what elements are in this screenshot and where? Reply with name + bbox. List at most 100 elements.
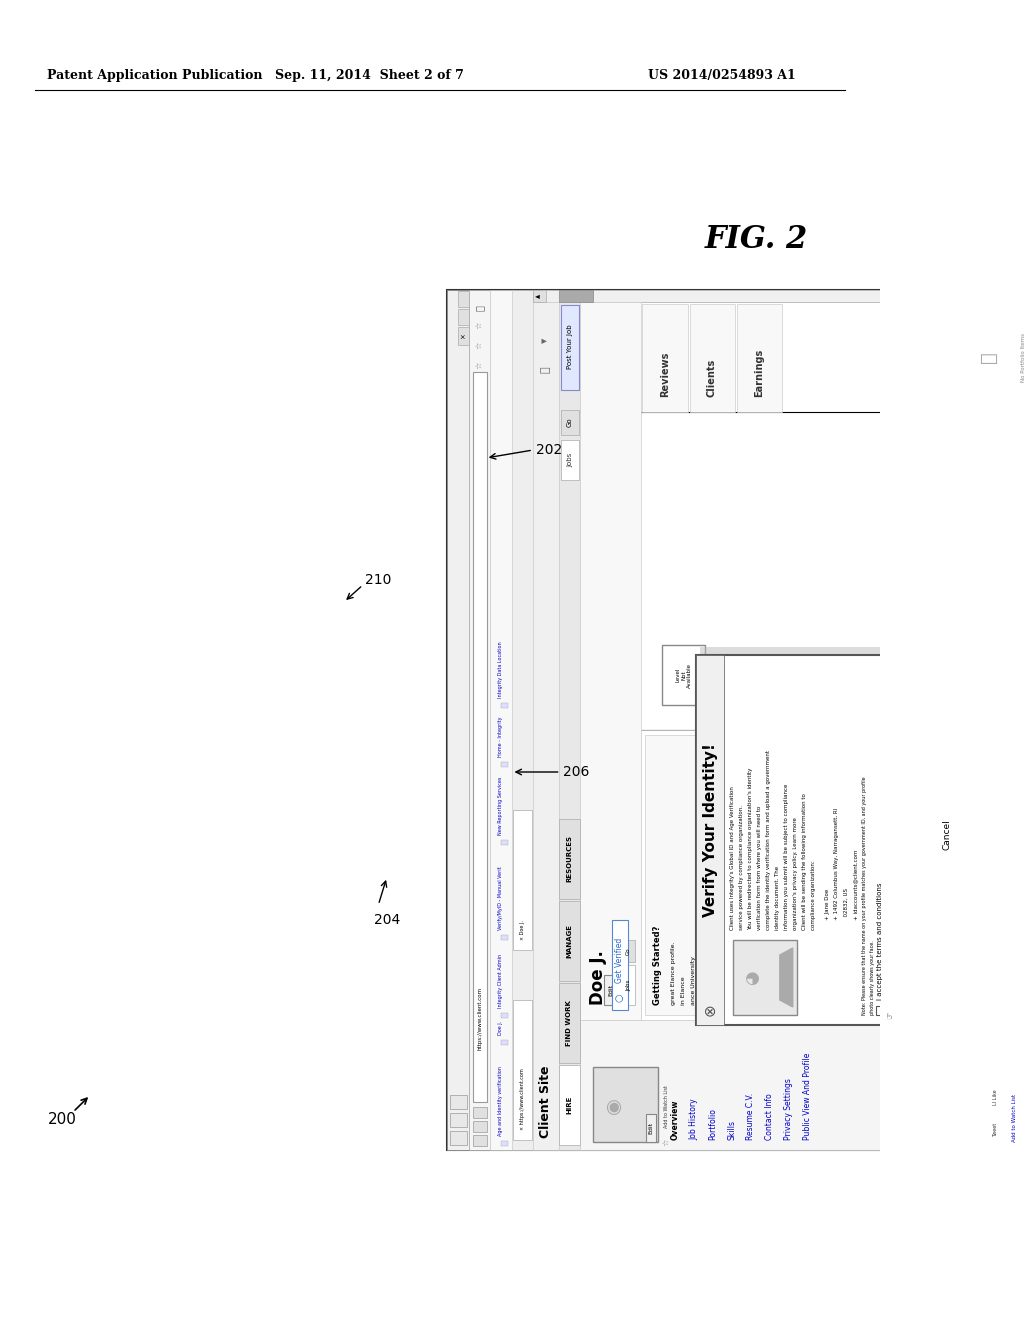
Polygon shape [593, 1067, 657, 1142]
Text: ☆: ☆ [475, 362, 484, 368]
Text: Total: Total [810, 704, 815, 715]
Polygon shape [502, 935, 508, 940]
Text: organization's privacy policy. Learn more: organization's privacy policy. Learn mor… [794, 817, 799, 931]
Text: Add to Watch List: Add to Watch List [664, 1085, 669, 1129]
Text: ★: ★ [784, 684, 793, 690]
Text: You will be redirected to compliance organization's identity: You will be redirected to compliance org… [749, 768, 753, 931]
Text: Client will be sending the following information to: Client will be sending the following inf… [802, 793, 807, 931]
Polygon shape [502, 1012, 508, 1018]
Text: Reviews: Reviews [659, 351, 670, 397]
Text: complete the identity verification form and upload a government: complete the identity verification form … [766, 750, 771, 931]
Polygon shape [780, 948, 793, 1007]
Polygon shape [459, 290, 469, 308]
Polygon shape [447, 290, 1024, 1150]
Text: 210: 210 [366, 573, 392, 587]
Polygon shape [933, 304, 1024, 412]
Polygon shape [989, 1082, 1001, 1111]
Text: 0%: 0% [822, 657, 827, 665]
Text: service powered by compliance organization.: service powered by compliance organizati… [739, 805, 744, 931]
Text: MANAGE: MANAGE [566, 924, 572, 958]
Text: Doe J.: Doe J. [498, 1020, 503, 1035]
Text: Cancel: Cancel [942, 820, 951, 850]
Text: ☆: ☆ [475, 342, 484, 348]
Polygon shape [877, 1006, 884, 1015]
Text: Public View And Profile: Public View And Profile [803, 1052, 812, 1140]
Polygon shape [473, 1121, 486, 1133]
Text: Note: Please ensure that the name on your profile matches your government ID, an: Note: Please ensure that the name on you… [861, 776, 866, 1015]
Text: ◉: ◉ [603, 1097, 623, 1114]
Polygon shape [689, 304, 735, 412]
Text: Earnings: Earnings [755, 348, 764, 397]
Polygon shape [768, 925, 811, 1005]
Text: $2: $2 [835, 659, 839, 665]
Text: ance University: ance University [691, 956, 696, 1005]
Text: Hours: Hours [769, 698, 774, 715]
Text: information you submit will be subject to compliance: information you submit will be subject t… [784, 784, 790, 931]
Text: Age and Identity verification: Age and Identity verification [498, 1067, 503, 1137]
Text: Video: Video [787, 956, 793, 974]
Text: Skills: Skills [727, 1119, 736, 1140]
Text: Integrity Client Admin: Integrity Client Admin [498, 954, 503, 1008]
Polygon shape [473, 1135, 486, 1146]
Text: ⌕: ⌕ [540, 367, 550, 374]
Polygon shape [534, 290, 546, 302]
Text: 02832, US: 02832, US [844, 888, 849, 920]
Polygon shape [559, 302, 581, 1150]
Text: 202: 202 [536, 444, 562, 457]
Text: + Jane Doe: + Jane Doe [824, 888, 829, 920]
Text: Go: Go [567, 417, 573, 426]
Text: Client Site: Client Site [539, 1065, 552, 1138]
Text: compliance organization:: compliance organization: [811, 861, 816, 931]
Text: Edit: Edit [648, 1122, 653, 1134]
Text: great Elance profile.: great Elance profile. [671, 941, 676, 1005]
Text: verification form from where you will need to: verification form from where you will ne… [757, 805, 762, 931]
Text: Post Your Job: Post Your Job [567, 325, 573, 370]
Text: 204: 204 [374, 913, 400, 927]
Text: ★: ★ [784, 711, 793, 719]
Polygon shape [473, 1107, 486, 1118]
Text: + 1492 Columbus Way, Narragansett, RI: + 1492 Columbus Way, Narragansett, RI [835, 808, 839, 920]
Polygon shape [450, 1096, 467, 1109]
Text: ▼: ▼ [542, 338, 548, 343]
Text: US 2014/0254893 A1: US 2014/0254893 A1 [648, 69, 796, 82]
Text: Getting Started?: Getting Started? [653, 925, 663, 1005]
Text: × Doe J.: × Doe J. [520, 920, 525, 940]
Text: Jobs: Jobs [626, 979, 631, 991]
Text: Sep. 11, 2014  Sheet 2 of 7: Sep. 11, 2014 Sheet 2 of 7 [275, 69, 464, 82]
Text: Edit: Edit [608, 983, 613, 997]
Polygon shape [513, 1001, 532, 1140]
Text: identity document. The: identity document. The [775, 866, 780, 931]
Polygon shape [989, 1115, 1001, 1144]
Polygon shape [502, 762, 508, 767]
Text: ⌕: ⌕ [475, 305, 484, 312]
Polygon shape [559, 983, 581, 1063]
Polygon shape [696, 655, 963, 1026]
Polygon shape [447, 290, 469, 1150]
Polygon shape [559, 1065, 581, 1144]
Text: ○: ○ [768, 661, 774, 668]
Text: ○: ○ [760, 661, 766, 668]
Text: LI Like: LI Like [993, 1089, 998, 1105]
Polygon shape [642, 304, 688, 412]
Polygon shape [459, 309, 469, 325]
Text: shot: shot [801, 810, 820, 859]
Polygon shape [645, 735, 824, 1015]
Text: Repeat: Repeat [822, 698, 827, 715]
Text: https://www.client.com: https://www.client.com [477, 987, 482, 1049]
Text: Doe J.: Doe J. [589, 950, 606, 1005]
Polygon shape [559, 290, 593, 302]
Polygon shape [502, 841, 508, 845]
Text: Get Verified: Get Verified [615, 937, 625, 982]
Polygon shape [512, 290, 534, 1150]
Text: Total: Total [750, 702, 755, 715]
Text: Client uses Integrity's Global ID and Age Verification: Client uses Integrity's Global ID and Ag… [730, 787, 735, 931]
Text: Recommended: Recommended [797, 673, 802, 715]
Text: HIRE: HIRE [566, 1096, 572, 1114]
Polygon shape [534, 290, 1024, 302]
Text: $5: $5 [846, 659, 851, 665]
Text: Home - Integrity: Home - Integrity [498, 717, 503, 756]
Polygon shape [469, 290, 490, 1150]
Text: ○: ○ [615, 994, 625, 1002]
Polygon shape [696, 655, 724, 1026]
Text: New Reporting Services: New Reporting Services [498, 777, 503, 836]
